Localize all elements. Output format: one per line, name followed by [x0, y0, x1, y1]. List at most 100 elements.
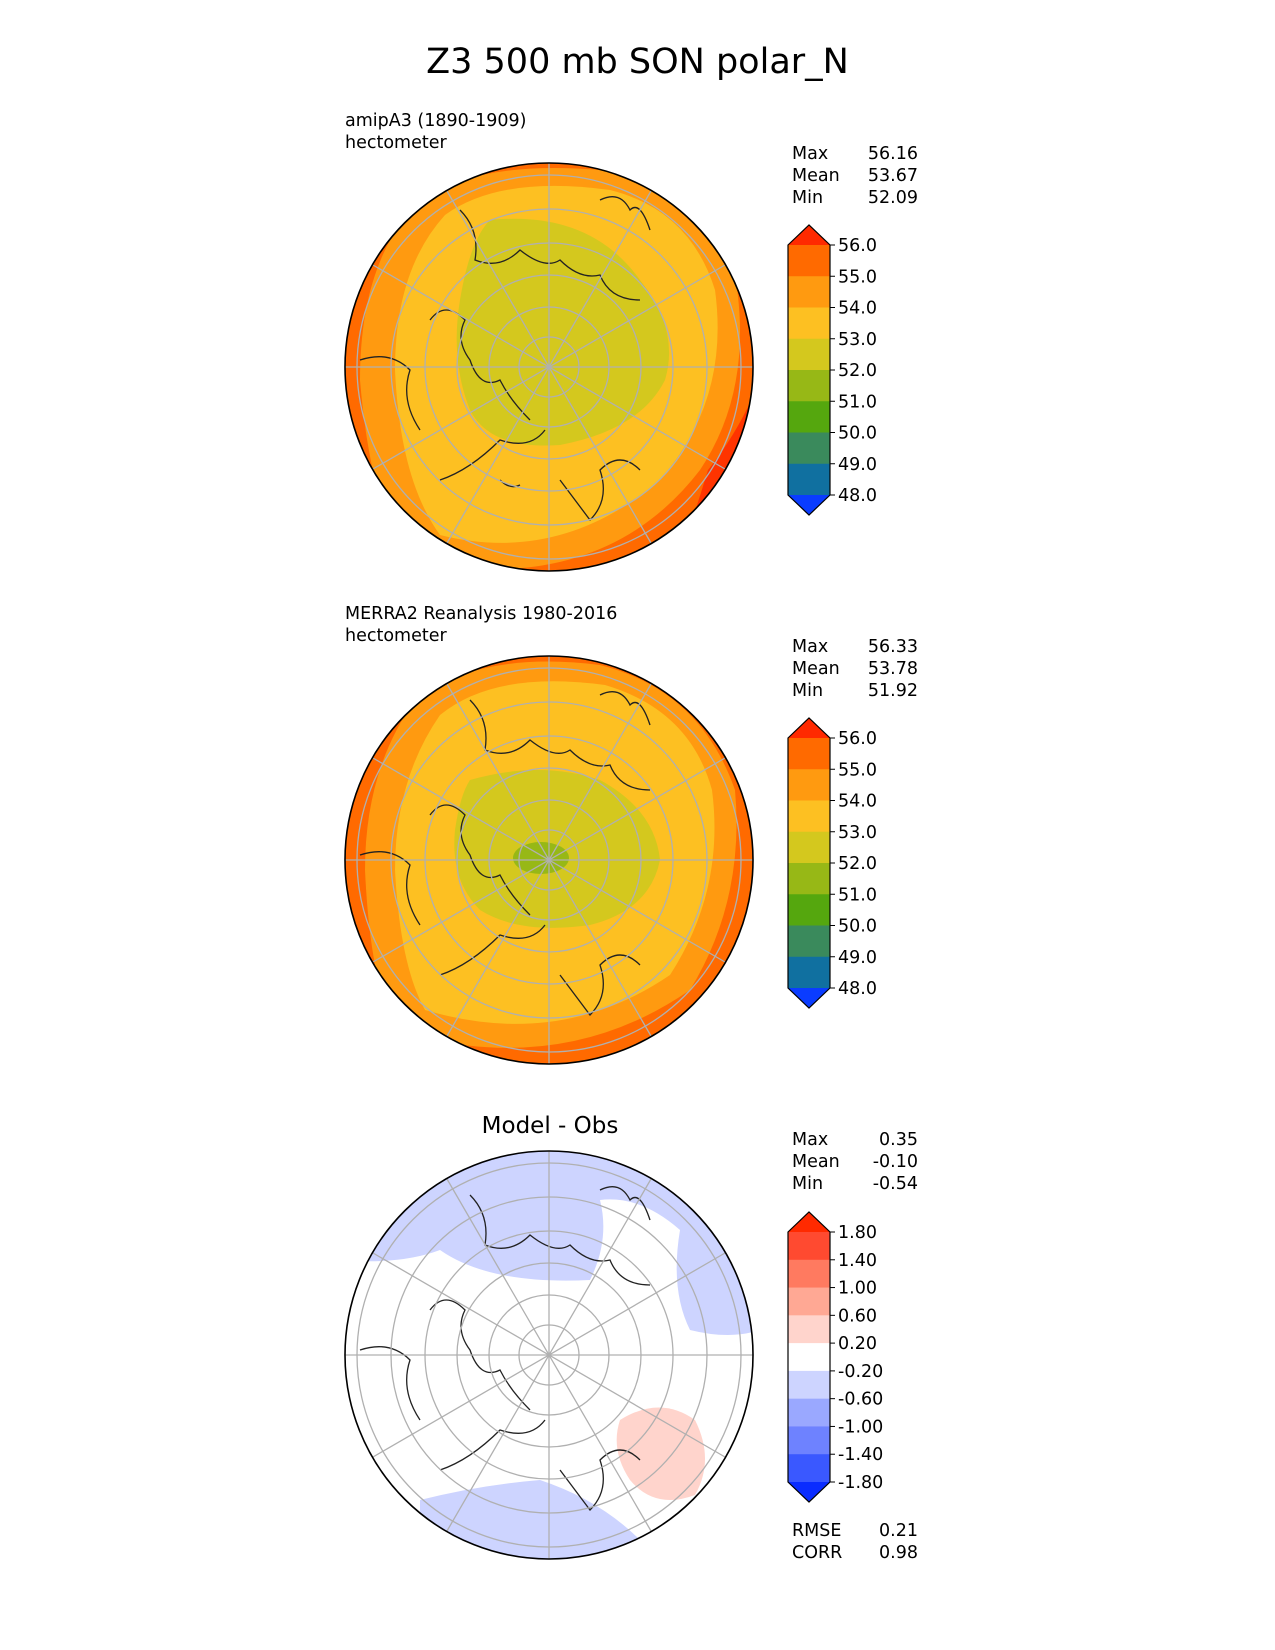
- stat-value: -0.10: [872, 1152, 918, 1172]
- obs-map: [344, 655, 754, 1065]
- stat-label: Min: [792, 188, 824, 208]
- metric-label: RMSE: [792, 1521, 842, 1541]
- colorbar-segment: [788, 738, 830, 770]
- diff-colorbar: 1.80 1.40 1.00 0.60 0.20 -0.20 -0.60 -1.00 -1.40…: [787, 1211, 883, 1503]
- colorbar-tick-label: -1.00: [838, 1417, 883, 1437]
- colorbar-tick-label: 49.0: [838, 455, 877, 475]
- colorbar-tick-label: 48.0: [838, 979, 877, 999]
- stat-label: Max: [792, 637, 829, 657]
- meridian: [446, 190, 652, 544]
- stat-label: Min: [792, 1174, 824, 1194]
- colorbar-tick-label: 51.0: [838, 392, 877, 412]
- colorbar-segment: [788, 831, 830, 864]
- colorbar-extend-max: [788, 718, 830, 738]
- colorbar-segment: [788, 1398, 830, 1427]
- model-panel-label: amipA3 (1890-1909) hectometer: [345, 110, 526, 154]
- metric-value: 0.21: [879, 1521, 918, 1541]
- colorbar-tick-label: 48.0: [838, 486, 877, 506]
- obs-colorbar: 56.0 55.0 54.0 53.0 52.0 51.0 50.0 49.0 48.0: [787, 717, 877, 1009]
- stat-value: 51.92: [867, 681, 918, 701]
- colorbar-segment: [788, 894, 830, 926]
- colorbar-tick-label: 55.0: [838, 267, 877, 287]
- colorbar-tick-label: 54.0: [838, 792, 877, 812]
- colorbar-tick-label: 49.0: [838, 948, 877, 968]
- obs-case-name: MERRA2 Reanalysis 1980-2016: [345, 604, 618, 624]
- colorbar-segment: [788, 463, 830, 496]
- meridian: [446, 1178, 652, 1532]
- metric-value: 0.98: [879, 1543, 918, 1563]
- colorbar-segment: [788, 307, 830, 340]
- colorbar-segment: [788, 800, 830, 833]
- contour-negative: [345, 1151, 753, 1335]
- stat-value: 56.33: [867, 637, 918, 657]
- colorbar-segment: [788, 276, 830, 308]
- colorbar-extend-max: [788, 225, 830, 245]
- colorbar-tick-label: 50.0: [838, 424, 877, 444]
- stat-label: Mean: [792, 659, 840, 679]
- stat-value: 52.09: [867, 188, 918, 208]
- stat-value: 53.78: [867, 659, 918, 679]
- model-units: hectometer: [345, 133, 447, 153]
- obs-units: hectometer: [345, 626, 447, 646]
- graticule: [345, 1151, 753, 1559]
- stat-value: 53.67: [867, 166, 918, 186]
- map-boundary: [344, 162, 754, 572]
- colorbar-extend-min: [788, 1482, 830, 1502]
- stat-label: Max: [792, 1130, 829, 1150]
- figure-title: Z3 500 mb SON polar_N: [426, 42, 849, 82]
- colorbar-tick-label: -1.40: [838, 1445, 883, 1465]
- map-boundary: [344, 655, 754, 1065]
- obs-panel-label: MERRA2 Reanalysis 1980-2016 hectometer: [345, 603, 617, 647]
- diff-stats: Max 0.35 Mean -0.10 Min -0.54: [792, 1129, 918, 1195]
- colorbar-extend-max: [788, 1212, 830, 1232]
- stat-label: Max: [792, 144, 829, 164]
- colorbar-segment: [788, 1287, 830, 1316]
- colorbar-segment: [788, 1315, 830, 1344]
- metric-label: CORR: [792, 1543, 843, 1563]
- colorbar-tick-label: 52.0: [838, 361, 877, 381]
- colorbar-tick-label: 0.60: [838, 1306, 877, 1326]
- colorbar-segment: [788, 370, 830, 402]
- stat-value: 0.35: [879, 1130, 918, 1150]
- model-colorbar: 56.0 55.0 54.0 53.0 52.0 51.0 50.0 49.0 48.0: [787, 224, 877, 516]
- colorbar-tick-label: 51.0: [838, 885, 877, 905]
- colorbar-extend-min: [788, 495, 830, 515]
- coastlines: [359, 1186, 651, 1511]
- colorbar-segment: [788, 769, 830, 801]
- stat-label: Min: [792, 681, 824, 701]
- obs-stats: Max 56.33 Mean 53.78 Min 51.92: [792, 636, 918, 702]
- colorbar-tick-label: 50.0: [838, 917, 877, 937]
- contour-52-53: [456, 218, 670, 446]
- colorbar-segment: [788, 401, 830, 433]
- colorbar-tick-label: -0.20: [838, 1362, 883, 1382]
- map-boundary: [344, 1150, 754, 1560]
- diff-panel-title: Model - Obs: [481, 1113, 619, 1139]
- colorbar-tick-label: 0.20: [838, 1334, 877, 1354]
- diff-map: [344, 1150, 754, 1560]
- colorbar-segment: [788, 338, 830, 371]
- model-case-name: amipA3 (1890-1909): [345, 111, 527, 131]
- colorbar-segment: [788, 1454, 830, 1483]
- model-map: [344, 162, 754, 572]
- colorbar-tick-label: 56.0: [838, 236, 877, 256]
- colorbar-tick-label: 54.0: [838, 299, 877, 319]
- model-stats: Max 56.16 Mean 53.67 Min 52.09: [792, 143, 918, 209]
- colorbar-segment: [788, 1343, 830, 1372]
- colorbar-tick-label: 55.0: [838, 760, 877, 780]
- diff-metrics: RMSE 0.21 CORR 0.98: [792, 1520, 918, 1564]
- colorbar-tick-label: 53.0: [838, 823, 877, 843]
- graticule: [345, 163, 753, 571]
- colorbar-segment: [788, 956, 830, 989]
- colorbar-tick-label: -0.60: [838, 1390, 883, 1410]
- stat-value: -0.54: [872, 1174, 918, 1194]
- colorbar-tick-label: 56.0: [838, 729, 877, 749]
- colorbar-segment: [788, 245, 830, 277]
- stat-value: 56.16: [867, 144, 918, 164]
- colorbar-segment: [788, 432, 830, 465]
- coastlines: [359, 691, 651, 1016]
- meridian: [446, 683, 652, 1037]
- colorbar-segment: [788, 1426, 830, 1455]
- colorbar-extend-min: [788, 988, 830, 1008]
- colorbar-segment: [788, 1259, 830, 1289]
